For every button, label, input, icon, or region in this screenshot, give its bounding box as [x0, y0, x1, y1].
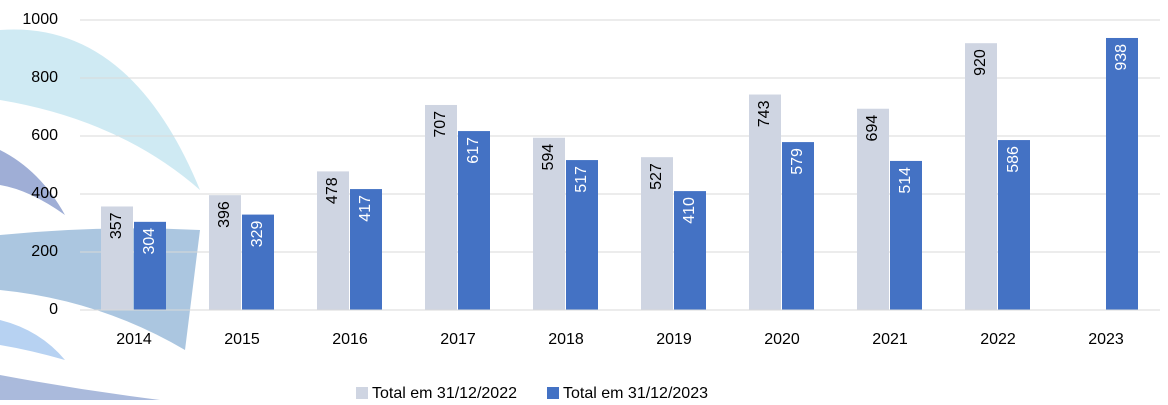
data-label: 410	[681, 197, 698, 224]
data-label: 617	[465, 137, 482, 164]
x-tick-label: 2014	[116, 331, 152, 348]
x-tick-label: 2019	[656, 331, 692, 348]
swoosh	[0, 150, 65, 215]
data-label: 357	[108, 212, 125, 239]
data-label: 527	[648, 163, 665, 190]
data-label: 694	[864, 115, 881, 142]
x-tick-label: 2015	[224, 331, 260, 348]
swoosh	[0, 320, 65, 360]
bar	[1106, 38, 1138, 310]
y-tick-label: 1000	[22, 11, 58, 28]
data-label: 478	[324, 177, 341, 204]
x-tick-label: 2016	[332, 331, 368, 348]
data-label: 920	[972, 49, 989, 76]
decoration	[0, 29, 200, 400]
data-label: 417	[357, 195, 374, 222]
x-tick-label: 2022	[980, 331, 1016, 348]
data-label: 396	[216, 201, 233, 228]
y-tick-label: 600	[31, 127, 58, 144]
y-tick-label: 0	[49, 301, 58, 318]
legend-label: Total em 31/12/2022	[372, 385, 517, 402]
x-tick-label: 2023	[1088, 331, 1124, 348]
data-label: 594	[540, 144, 557, 171]
x-tick-label: 2017	[440, 331, 476, 348]
data-label: 304	[141, 228, 158, 255]
x-tick-label: 2018	[548, 331, 584, 348]
y-tick-label: 800	[31, 69, 58, 86]
legend-label: Total em 31/12/2023	[563, 385, 708, 402]
swoosh	[0, 375, 160, 400]
data-label: 517	[573, 166, 590, 193]
data-label: 707	[432, 111, 449, 138]
x-tick-label: 2020	[764, 331, 800, 348]
x-tick-label: 2021	[872, 331, 908, 348]
data-label: 938	[1113, 44, 1130, 71]
legend-swatch	[547, 387, 559, 399]
y-tick-label: 400	[31, 185, 58, 202]
bar	[965, 43, 997, 310]
data-label: 329	[249, 220, 266, 247]
data-label: 586	[1005, 146, 1022, 173]
legend-swatch	[356, 387, 368, 399]
y-tick-label: 200	[31, 243, 58, 260]
data-label: 514	[897, 167, 914, 194]
swoosh	[0, 29, 200, 190]
chart: 0 200 400 600 800 1000 2014 357 304 2015 396 329 201…	[0, 0, 1168, 405]
data-label: 579	[789, 148, 806, 175]
data-label: 743	[756, 100, 773, 127]
